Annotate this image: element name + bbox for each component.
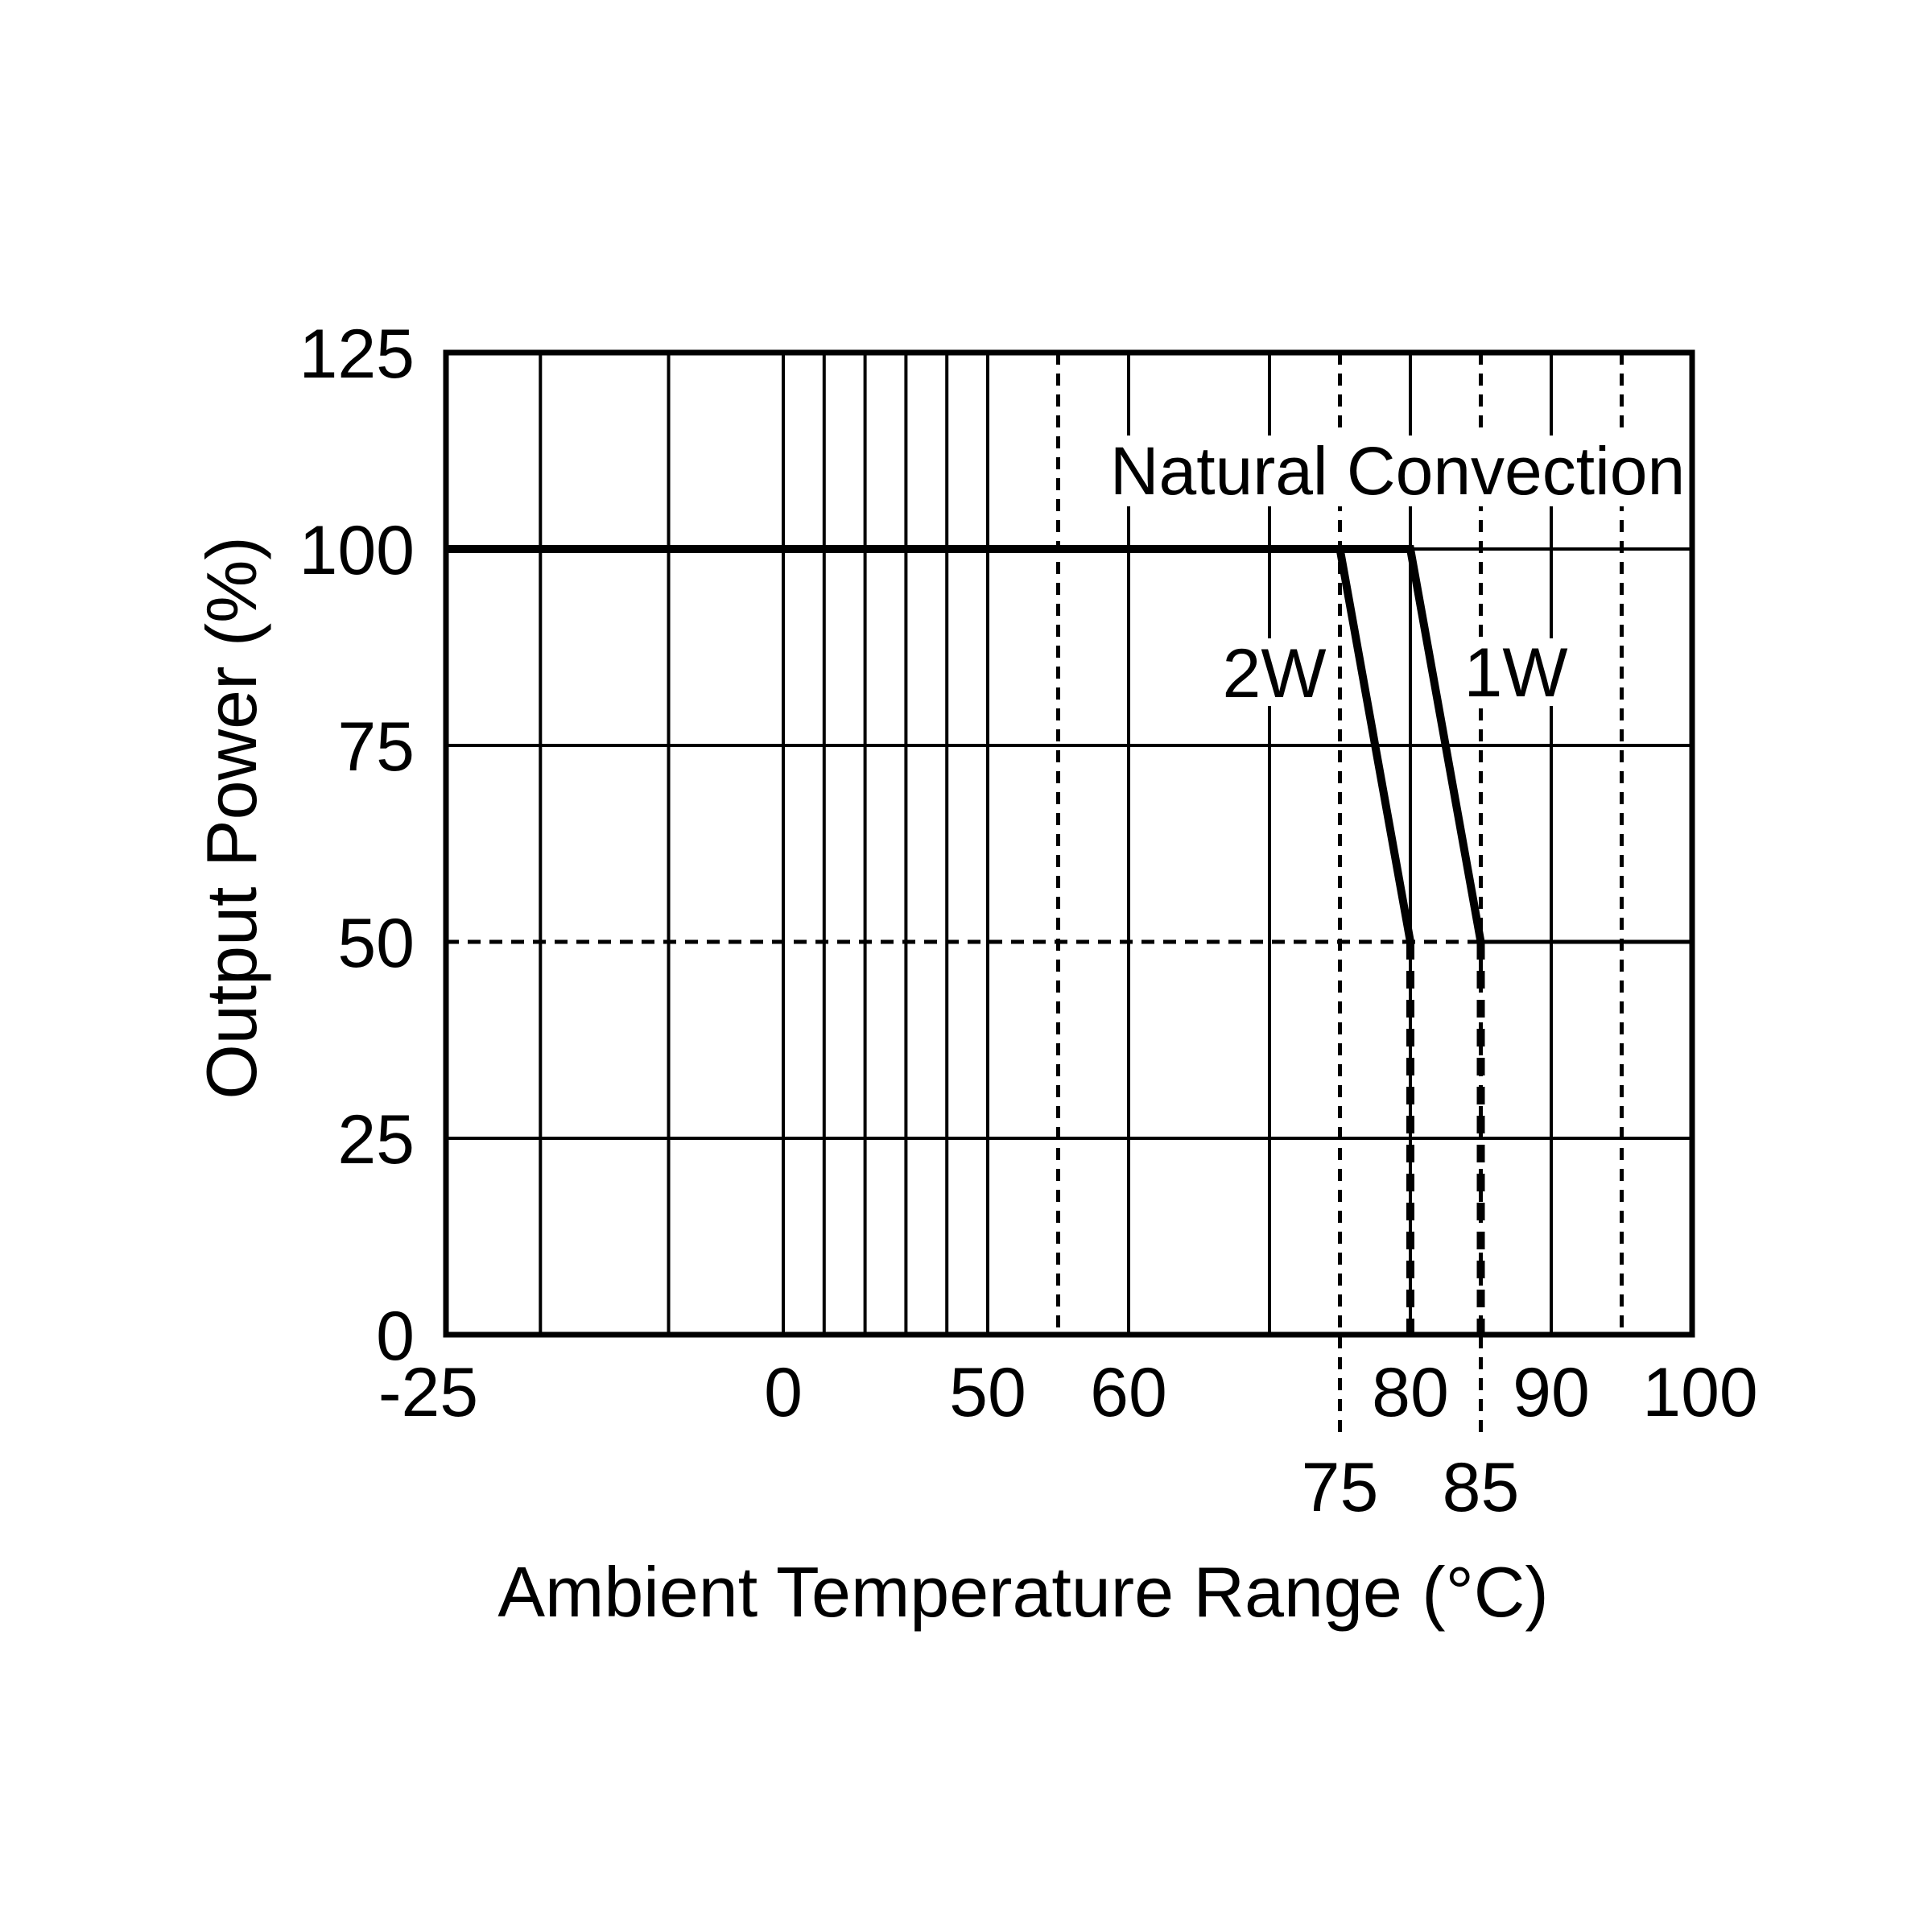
curve-layer [446,545,1485,1346]
series-2w-label: 2W [1223,635,1327,712]
y-tick-label-125: 125 [299,316,415,393]
series-1w-label: 1W [1464,634,1568,712]
plot-border [443,349,1695,1338]
x-tick-label-85: 85 [1443,1449,1520,1526]
y-tick-label-0: 0 [376,1298,415,1375]
y-tick-label-25: 25 [337,1101,415,1179]
y-tick-label-100: 100 [299,512,415,589]
series-1w-label-bg [1455,638,1576,706]
series-2w-label-bg [1212,638,1336,706]
x-tick-label-90: 90 [1513,1354,1590,1431]
curve-1w [446,545,1485,943]
y-tick-label-50: 50 [337,905,415,982]
x-tick-label-60: 60 [1090,1354,1167,1431]
y-tick-label-75: 75 [337,708,415,786]
label-background-layer [1109,436,1686,706]
y-axis-title: Output Power (%) [192,536,271,1099]
natural-convection-label: Natural Convection [1110,433,1685,509]
natural-convection-label-bg [1109,436,1686,506]
x-tick-label-100: 100 [1642,1354,1758,1431]
x-tick-label-75: 75 [1302,1449,1379,1526]
x-tick-label-50: 50 [949,1354,1026,1431]
x-axis-title: Ambient Temperature Range (°C) [497,1552,1548,1632]
x-tick-label-0: 0 [764,1354,803,1431]
grid-layer [446,353,1692,1441]
x-tick-label-80: 80 [1372,1354,1449,1431]
x-tick-label--25: -25 [378,1354,478,1431]
